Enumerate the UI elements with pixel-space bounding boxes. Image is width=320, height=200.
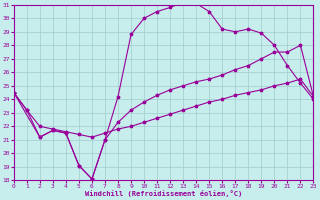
X-axis label: Windchill (Refroidissement éolien,°C): Windchill (Refroidissement éolien,°C) xyxy=(85,190,242,197)
